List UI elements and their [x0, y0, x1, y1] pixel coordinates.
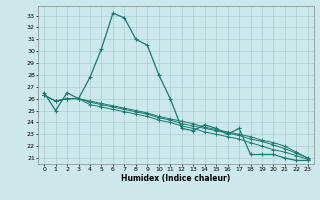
X-axis label: Humidex (Indice chaleur): Humidex (Indice chaleur): [121, 174, 231, 183]
